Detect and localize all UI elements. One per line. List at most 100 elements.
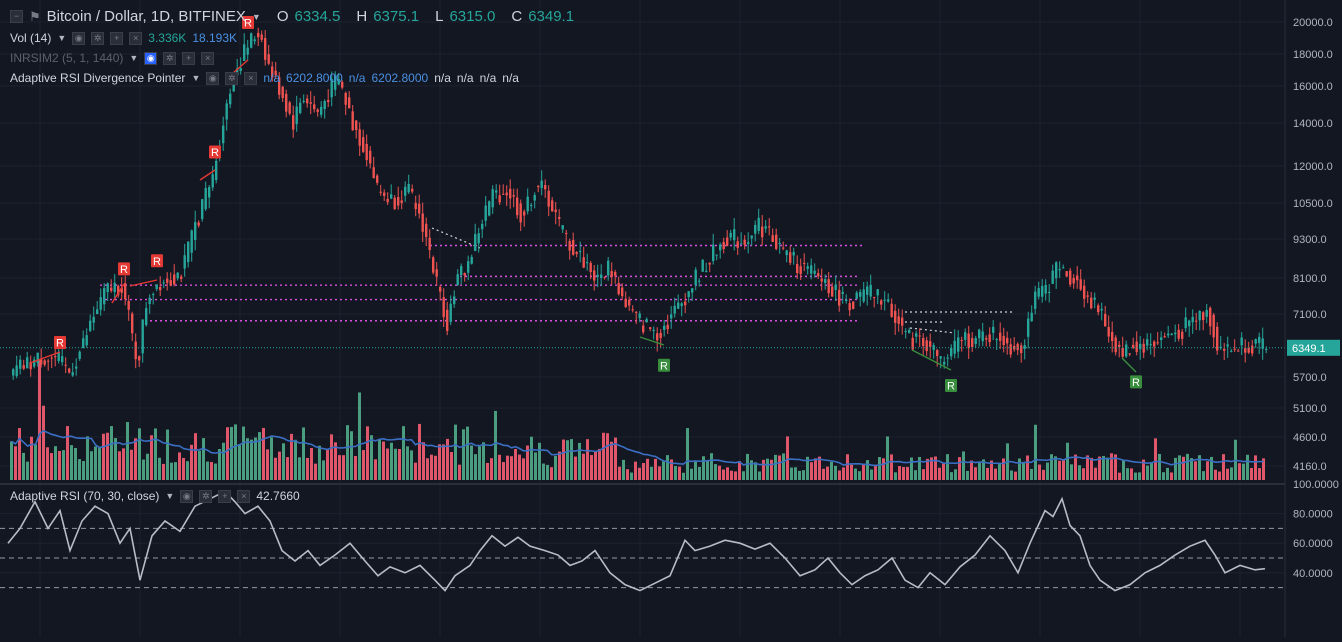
volume-bar: [250, 439, 253, 480]
candle-body: [1237, 350, 1240, 352]
divergence-markers: R R R R R R R R: [29, 16, 1142, 393]
divergence-label[interactable]: Adaptive RSI Divergence Pointer: [10, 71, 186, 85]
eye-icon[interactable]: ◉: [144, 51, 158, 65]
volume-bar: [174, 462, 177, 480]
volume-bar: [1010, 470, 1013, 480]
volume-bar: [674, 466, 677, 480]
volume-bar: [506, 455, 509, 480]
candle-body: [925, 340, 928, 352]
volume-bar: [326, 448, 329, 480]
collapse-icon[interactable]: −: [10, 10, 23, 23]
volume-bar: [918, 456, 921, 480]
volume-bar: [1182, 456, 1185, 480]
candle-body: [68, 368, 71, 373]
volume-bar: [238, 443, 241, 480]
candle-body: [1258, 336, 1261, 344]
marker-box: [151, 254, 163, 268]
flag-icon[interactable]: ⚑: [29, 8, 41, 24]
marker-label: R: [120, 264, 128, 276]
candle-body: [505, 192, 508, 196]
candle-body: [1002, 335, 1005, 346]
candle-body: [1195, 320, 1198, 322]
candle-body: [1233, 348, 1236, 350]
last-price-tag-box: [1287, 339, 1340, 356]
candle-body: [582, 257, 585, 268]
candle-body: [852, 301, 855, 309]
volume-bar: [362, 450, 365, 480]
gear-icon[interactable]: ✲: [199, 489, 213, 503]
chevron-down-icon[interactable]: ▼: [191, 73, 201, 83]
volume-bar: [962, 451, 965, 480]
close-icon[interactable]: ×: [244, 71, 258, 85]
volume-bar: [1114, 454, 1117, 480]
close-icon[interactable]: ×: [201, 51, 215, 65]
rsi-label[interactable]: Adaptive RSI (70, 30, close): [10, 489, 160, 503]
candle-body: [939, 356, 942, 359]
chevron-down-icon[interactable]: ▼: [57, 33, 67, 43]
mtf-label[interactable]: INRSIM2 (5, 1, 1440): [10, 51, 124, 65]
volume-bar: [822, 468, 825, 480]
candle-body: [509, 188, 512, 199]
candle-body: [596, 274, 599, 277]
candle-body: [1212, 314, 1215, 338]
volume-label[interactable]: Vol (14): [10, 31, 52, 45]
divergence-line: [232, 59, 249, 74]
candle-body: [1170, 333, 1173, 335]
chevron-down-icon[interactable]: ▼: [129, 53, 139, 63]
eye-icon[interactable]: ◉: [180, 489, 194, 503]
gear-icon[interactable]: ✲: [91, 31, 105, 45]
volume-bar: [958, 457, 961, 480]
eye-icon[interactable]: ◉: [206, 71, 220, 85]
candle-body: [1055, 262, 1058, 279]
plus-icon[interactable]: +: [110, 31, 124, 45]
candle-body: [253, 39, 256, 42]
volume-bar: [342, 455, 345, 480]
candle-body: [999, 332, 1002, 341]
close-icon[interactable]: ×: [129, 31, 143, 45]
chevron-down-icon[interactable]: ▼: [251, 11, 261, 22]
volume-bar: [578, 442, 581, 480]
symbol-title[interactable]: Bitcoin / Dollar, 1D, BITFINEX: [46, 8, 246, 25]
chevron-down-icon[interactable]: ▼: [165, 491, 175, 501]
candle-body: [652, 329, 655, 331]
volume-bar: [30, 436, 33, 480]
candle-body: [803, 263, 806, 265]
candle-body: [911, 337, 914, 350]
candle-body: [365, 143, 368, 161]
volume-bar: [74, 448, 77, 480]
candle-body: [950, 348, 953, 357]
candle-body: [1009, 344, 1012, 355]
candle-body: [474, 234, 477, 251]
eye-icon[interactable]: ◉: [72, 31, 86, 45]
gear-icon[interactable]: ✲: [225, 71, 239, 85]
volume-bar: [526, 445, 529, 480]
candle-body: [726, 237, 729, 246]
candle-body: [176, 272, 179, 279]
candle-body: [519, 203, 522, 223]
candle-body: [558, 216, 561, 219]
close-icon[interactable]: ×: [237, 489, 251, 503]
volume-bar: [666, 455, 669, 480]
price-tick-label: 10500.0: [1293, 198, 1333, 210]
candle-body: [124, 283, 127, 300]
gear-icon[interactable]: ✲: [163, 51, 177, 65]
candle-body: [848, 303, 851, 311]
candle-body: [50, 357, 53, 359]
volume-bar: [310, 447, 313, 480]
plus-icon[interactable]: +: [182, 51, 196, 65]
volume-bar: [234, 424, 237, 480]
volume-bar: [258, 432, 261, 480]
volume-bar: [1254, 455, 1257, 480]
volume-bar: [982, 459, 985, 480]
candle-body: [698, 280, 701, 282]
volume-bar: [406, 446, 409, 480]
volume-bar: [678, 466, 681, 480]
candle-body: [82, 338, 85, 349]
plus-icon[interactable]: +: [218, 489, 232, 503]
candle-body: [957, 337, 960, 352]
volume-legend: Vol (14) ▼ ◉ ✲ + × 3.336K 18.193K: [10, 31, 237, 45]
volume-bar: [598, 448, 601, 480]
volume-bar: [726, 467, 729, 480]
candle-body: [449, 303, 452, 322]
